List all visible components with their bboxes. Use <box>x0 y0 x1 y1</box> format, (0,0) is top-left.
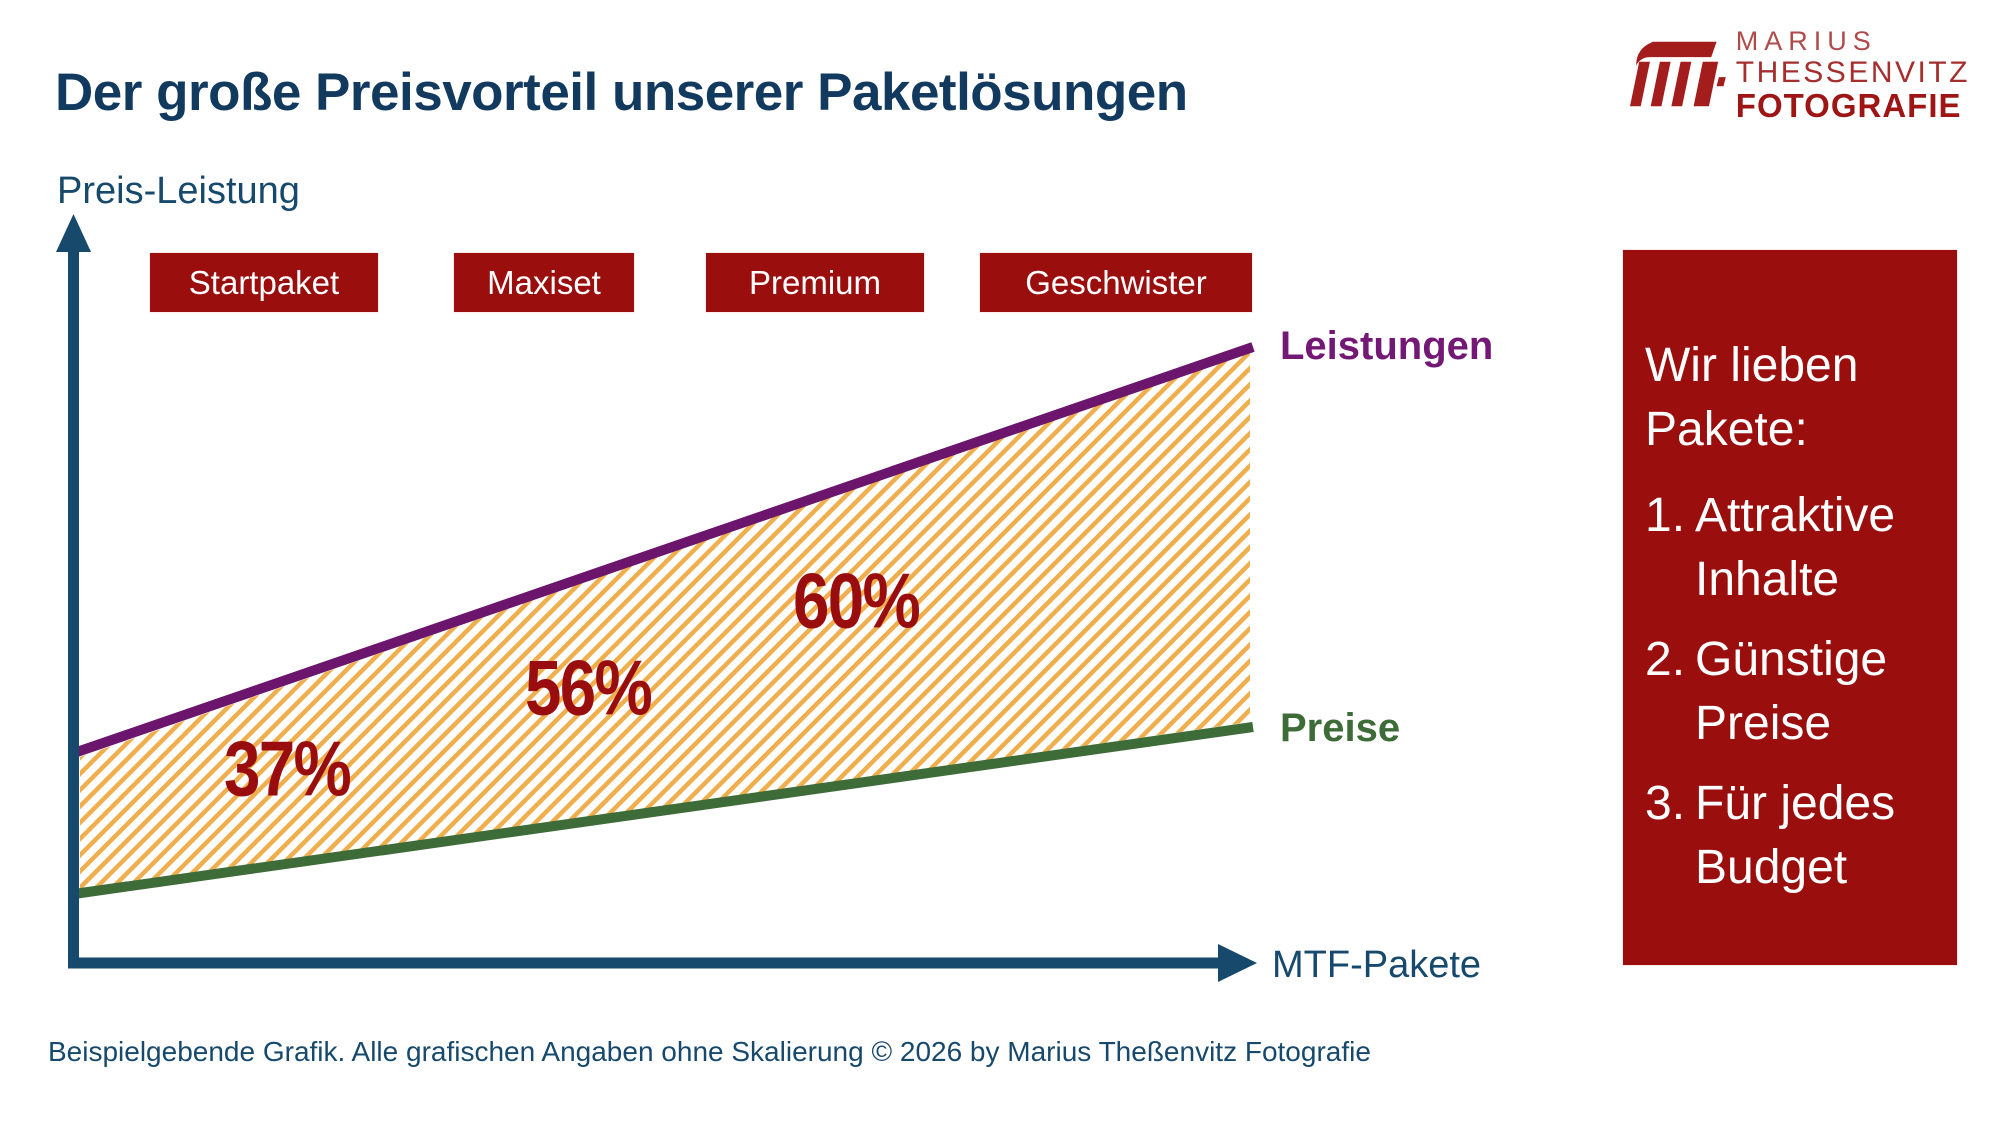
page-title: Der große Preisvorteil unserer Paketlösu… <box>55 63 1188 122</box>
logo-line-fotografie: FOTOGRAFIE <box>1735 87 1962 124</box>
preise-line <box>73 722 1254 899</box>
benefits-list: 1. Attraktive Inhalte 2. Günstige Preise… <box>1645 484 1943 900</box>
list-item-text: Attraktive Inhalte <box>1695 489 1896 606</box>
leistungen-line <box>72 342 1255 758</box>
logo-line-thessenvitz: THESSENVITZ <box>1735 56 1970 89</box>
list-item-text: Günstige Preise <box>1695 633 1888 750</box>
badge-geschwister: Geschwister <box>980 253 1252 312</box>
list-item-text: Für jedes Budget <box>1695 777 1896 894</box>
y-axis-arrowhead-icon <box>56 214 91 252</box>
list-item-number: 3. <box>1645 777 1686 830</box>
badge-premium: Premium <box>706 253 924 312</box>
y-axis-label: Preis-Leistung <box>57 170 300 212</box>
list-item: 3. Für jedes Budget <box>1645 772 1943 900</box>
logo-line-marius: MARIUS <box>1735 26 1877 56</box>
list-item: 2. Günstige Preise <box>1645 628 1943 756</box>
gap-label-60: 60% <box>792 556 921 645</box>
preise-label: Preise <box>1280 706 1401 750</box>
benefits-heading: Wir lieben Pakete: <box>1645 339 1859 456</box>
mtf-logo-icon <box>1630 41 1726 107</box>
gap-label-56: 56% <box>524 643 653 732</box>
badge-startpaket: Startpaket <box>150 253 378 312</box>
badge-maxiset: Maxiset <box>454 253 634 312</box>
logo-wordmark: MARIUS THESSENVITZ FOTOGRAFIE <box>1736 26 1970 123</box>
list-item-number: 2. <box>1645 633 1686 686</box>
list-item: 1. Attraktive Inhalte <box>1645 484 1943 612</box>
benefits-panel: Wir lieben Pakete: 1. Attraktive Inhalte… <box>1623 250 1957 965</box>
x-axis-arrowhead-icon <box>1218 944 1257 982</box>
footer-disclaimer: Beispielgebende Grafik. Alle grafischen … <box>48 1036 1371 1067</box>
gap-label-37: 37% <box>223 724 352 813</box>
company-logo: MARIUS THESSENVITZ FOTOGRAFIE <box>1630 26 1970 123</box>
x-axis-label: MTF-Pakete <box>1272 944 1482 986</box>
advantage-area <box>80 352 1250 890</box>
leistungen-label: Leistungen <box>1280 324 1494 368</box>
list-item-number: 1. <box>1645 489 1686 542</box>
